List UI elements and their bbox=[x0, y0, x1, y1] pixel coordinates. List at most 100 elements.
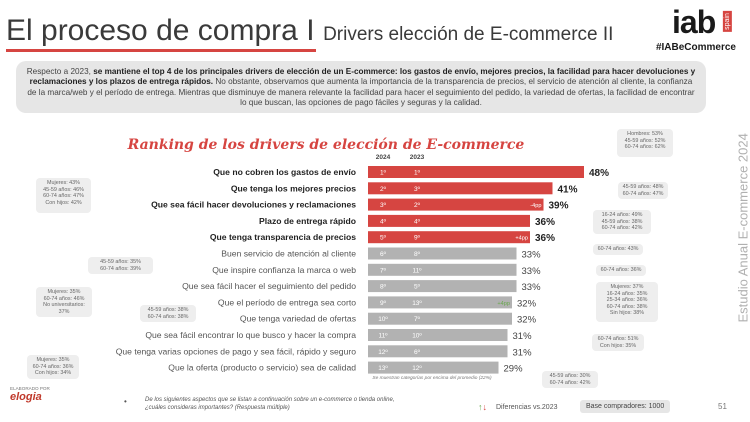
bar bbox=[368, 312, 512, 325]
rank-2023: 3º bbox=[414, 186, 421, 193]
rank-2024: 13º bbox=[378, 365, 388, 372]
category-label: Que tenga transparencia de precios bbox=[210, 232, 356, 242]
change-label: -4pp bbox=[530, 203, 541, 209]
rank-2023: 11º bbox=[412, 267, 422, 274]
demographic-callout: 16-24 años: 49% 45-59 años: 38% 60-74 añ… bbox=[593, 210, 651, 234]
rank-2023: 2º bbox=[414, 202, 421, 209]
intro-rest: No obstante, observamos que aumenta la i… bbox=[27, 77, 695, 108]
bar bbox=[368, 329, 508, 341]
col-header-2024: 2024 bbox=[376, 154, 391, 161]
value-label: 36% bbox=[535, 217, 555, 228]
title-underline bbox=[6, 49, 308, 52]
value-label: 31% bbox=[513, 347, 533, 358]
title-underline-dot bbox=[308, 49, 316, 52]
value-label: 48% bbox=[589, 168, 609, 179]
change-label: +4pp bbox=[497, 301, 510, 307]
col-header-2023: 2023 bbox=[410, 154, 425, 161]
rank-2023: 13º bbox=[412, 300, 422, 307]
demographic-callout: Mujeres: 37% 16-24 años: 35% 25-34 años:… bbox=[596, 282, 658, 322]
value-label: 36% bbox=[535, 233, 555, 244]
footnote-bullet: • bbox=[124, 397, 127, 406]
rank-2024: 3º bbox=[380, 202, 387, 209]
rank-2023: 4º bbox=[414, 218, 421, 225]
rank-2023: 5º bbox=[414, 284, 421, 291]
bar bbox=[368, 198, 544, 211]
demographic-callout: 60-74 años: 43% bbox=[593, 244, 643, 255]
bar bbox=[368, 345, 508, 358]
rank-2024: 12º bbox=[378, 349, 388, 356]
category-label: Que tenga varias opciones de pago y sea … bbox=[116, 346, 357, 356]
value-label: 32% bbox=[517, 315, 537, 326]
chart-title: Ranking de los drivers de elección de E-… bbox=[127, 137, 525, 153]
bar bbox=[368, 280, 517, 293]
value-label: 31% bbox=[513, 331, 533, 342]
chart-note: Se muestran categorías por encima del pr… bbox=[372, 375, 492, 381]
rank-2024: 9º bbox=[380, 300, 387, 307]
demographic-callout: Mujeres: 35% 60-74 años: 46% No universi… bbox=[36, 287, 92, 318]
value-label: 33% bbox=[522, 250, 542, 261]
bar bbox=[368, 182, 553, 195]
demographic-callout: 45-59 años: 30% 60-74 años: 42% bbox=[542, 371, 598, 389]
bar bbox=[368, 361, 499, 374]
rank-2023: 6º bbox=[414, 349, 421, 356]
demographic-callout: 45-59 años: 35% 60-74 años: 39% bbox=[88, 257, 153, 275]
value-label: 33% bbox=[522, 282, 542, 293]
title-separator: I bbox=[306, 14, 315, 47]
rank-2024: 5º bbox=[380, 235, 387, 242]
demographic-callout: 60-74 años: 51% Con hijos: 35% bbox=[592, 334, 644, 352]
value-label: 33% bbox=[522, 266, 542, 277]
logo-text: iab bbox=[672, 4, 716, 40]
bar bbox=[368, 247, 517, 260]
rank-2023: 9º bbox=[414, 235, 421, 242]
bar bbox=[368, 214, 530, 227]
legend-arrows-icon: ↑↓ bbox=[478, 402, 487, 412]
rank-2024: 4º bbox=[380, 218, 387, 225]
category-label: Que no cobren los gastos de envío bbox=[213, 167, 356, 177]
category-label: Que la oferta (producto o servicio) sea … bbox=[168, 363, 356, 373]
value-label: 39% bbox=[549, 201, 569, 212]
elogia-logo: elogia bbox=[10, 391, 42, 403]
rank-2024: 2º bbox=[380, 186, 387, 193]
elaborado-label: ELABORADO POR bbox=[10, 386, 50, 391]
value-label: 29% bbox=[504, 364, 524, 375]
value-label: 32% bbox=[517, 298, 537, 309]
rank-2024: 1º bbox=[380, 170, 387, 177]
hashtag: #IABeCommerce bbox=[655, 42, 736, 53]
base-badge: Base compradores: 1000 bbox=[580, 400, 671, 413]
demographic-callout: 45-59 años: 38% 60-74 años: 38% bbox=[140, 305, 196, 323]
value-label: 41% bbox=[558, 184, 578, 195]
legend-differences: Diferencias vs.2023 bbox=[496, 404, 558, 411]
bar bbox=[368, 263, 517, 276]
bar bbox=[368, 296, 512, 309]
demographic-callout: Mujeres: 43% 45-59 años: 46% 60-74 años:… bbox=[36, 178, 91, 213]
demographic-callout: Mujeres: 35% 60-74 años: 36% Con hijos: … bbox=[27, 355, 79, 379]
rank-2023: 10º bbox=[412, 333, 422, 340]
rank-2023: 8º bbox=[414, 251, 421, 258]
rank-2024: 8º bbox=[380, 284, 387, 291]
category-label: Que inspire confianza la marca o web bbox=[212, 265, 356, 275]
rank-2024: 6º bbox=[380, 251, 387, 258]
page-number: 51 bbox=[718, 402, 727, 411]
rank-2023: 1º bbox=[414, 170, 421, 177]
category-label: Que sea fácil encontrar lo que busco y h… bbox=[145, 330, 356, 340]
page-title: El proceso de compra I Drivers elección … bbox=[6, 14, 613, 48]
rank-2023: 7º bbox=[414, 316, 421, 323]
ranking-chart: Ranking de los drivers de elección de E-… bbox=[116, 137, 609, 381]
rank-2024: 7º bbox=[380, 267, 387, 274]
demographic-callout: Hombres: 53% 45-59 años: 52% 60-74 años:… bbox=[617, 129, 673, 157]
logo-badge: spain bbox=[723, 11, 733, 32]
change-label: +4pp bbox=[515, 236, 528, 242]
rank-2023: 12º bbox=[412, 365, 422, 372]
footer-logo: ELABORADO POR elogia bbox=[10, 386, 50, 403]
category-label: Que sea fácil hacer devoluciones y recla… bbox=[151, 200, 356, 210]
category-label: Que el período de entrega sea corto bbox=[218, 297, 356, 307]
demographic-callout: 60-74 años: 36% bbox=[596, 265, 646, 276]
iab-logo: iab spain bbox=[672, 6, 736, 38]
intro-lead: Respecto a 2023, bbox=[26, 67, 94, 76]
rank-2024: 10º bbox=[378, 316, 388, 323]
category-label: Buen servicio de atención al cliente bbox=[221, 249, 356, 259]
bar bbox=[368, 231, 530, 244]
intro-bold: se mantiene el top 4 de los principales … bbox=[29, 67, 696, 87]
rank-2024: 11º bbox=[378, 333, 388, 340]
demographic-callout: 45-59 años: 48% 60-74 años: 47% bbox=[618, 182, 668, 200]
